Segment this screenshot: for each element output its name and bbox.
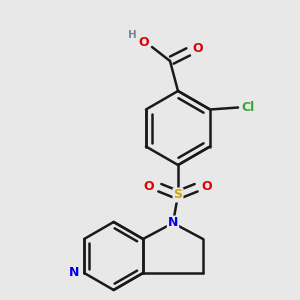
Text: H: H [128, 30, 136, 40]
Text: Cl: Cl [242, 101, 255, 114]
Text: O: O [144, 179, 154, 193]
Text: O: O [139, 37, 149, 50]
Text: N: N [168, 217, 178, 230]
Text: O: O [193, 43, 203, 56]
Text: N: N [69, 266, 80, 280]
Text: O: O [202, 179, 212, 193]
Text: S: S [173, 188, 182, 202]
